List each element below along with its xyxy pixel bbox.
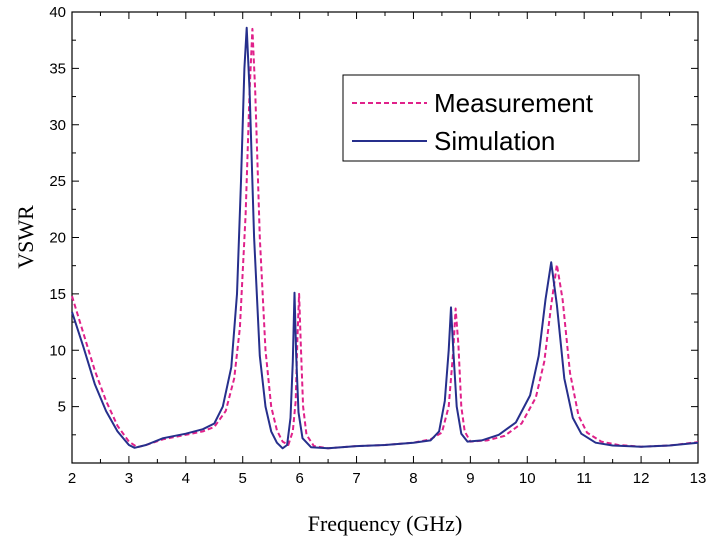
x-tick-label: 8 — [409, 470, 417, 487]
y-tick-label: 5 — [58, 399, 66, 416]
y-tick-label: 15 — [49, 286, 66, 303]
series-line-simulation — [71, 26, 699, 450]
series-layer — [71, 26, 699, 450]
legend-label-simulation: Simulation — [434, 126, 555, 156]
y-axis-title: VSWR — [13, 205, 38, 269]
x-tick-label: 11 — [576, 470, 592, 487]
x-tick-label: 10 — [519, 470, 536, 487]
series-line-measurement — [71, 27, 699, 450]
legend: Measurement Simulation — [342, 74, 640, 162]
y-tick-label: 20 — [49, 230, 66, 247]
legend-label-measurement: Measurement — [434, 88, 594, 118]
x-tick-label: 3 — [125, 470, 133, 487]
y-tick-label: 25 — [49, 173, 66, 190]
y-tick-label: 40 — [49, 4, 66, 21]
x-tick-label: 2 — [68, 470, 76, 487]
legend-box — [342, 74, 640, 162]
y-tick-labels: 5 10 15 20 25 30 35 40 — [49, 4, 66, 416]
tick-marks — [71, 11, 699, 463]
x-tick-label: 12 — [633, 470, 650, 487]
x-tick-label: 7 — [352, 470, 360, 487]
x-tick-label: 13 — [690, 470, 707, 487]
y-tick-label: 30 — [49, 117, 66, 134]
y-tick-label: 35 — [49, 60, 66, 77]
x-tick-label: 9 — [466, 470, 474, 487]
x-axis-title: Frequency (GHz) — [308, 511, 463, 536]
x-tick-label: 5 — [239, 470, 247, 487]
x-tick-label: 4 — [182, 470, 190, 487]
x-tick-label: 6 — [295, 470, 303, 487]
x-tick-labels: 2 3 4 5 6 7 8 9 10 11 12 13 — [68, 470, 707, 487]
y-tick-label: 10 — [49, 342, 66, 359]
